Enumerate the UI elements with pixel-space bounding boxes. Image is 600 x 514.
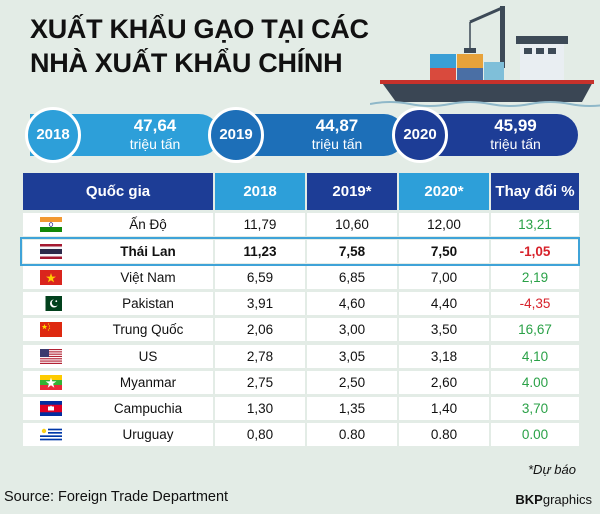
country-name: Ấn Độ bbox=[129, 217, 167, 232]
change-cell: 13,21 bbox=[491, 213, 579, 236]
table-row: Campuchia 1,30 1,35 1,40 3,70 bbox=[23, 397, 579, 421]
value-2018-cell: 2,78 bbox=[215, 344, 305, 368]
country-cell: Pakistan bbox=[23, 291, 213, 315]
country-name: Uruguay bbox=[122, 427, 174, 443]
us-flag bbox=[40, 348, 62, 364]
country-cell: Uruguay bbox=[23, 423, 213, 447]
value-2018-cell: 11,23 bbox=[215, 240, 305, 264]
country-cell: Myanmar bbox=[23, 370, 213, 394]
banner-value-2020: 45,99 bbox=[494, 116, 537, 135]
banner-value-2019: 44,87 bbox=[315, 116, 359, 135]
country-cell: Việt Nam bbox=[23, 265, 213, 289]
banner-year-2019: 2019 bbox=[208, 107, 264, 163]
change-cell: 4,10 bbox=[491, 344, 579, 368]
change-cell: -4,35 bbox=[491, 291, 579, 315]
value-2020-cell: 3,18 bbox=[399, 344, 489, 368]
table-row: Uruguay 0,80 0.80 0.80 0.00 bbox=[23, 423, 579, 447]
table-row: Pakistan 3,91 4,60 4,40 -4,35 bbox=[23, 291, 579, 315]
header-change: Thay đổi % bbox=[491, 173, 579, 210]
year-banner: 47,64 triệu tấn 2018 44,87 triệu tấn 201… bbox=[0, 107, 600, 163]
myanmar-flag bbox=[40, 374, 62, 390]
india-flag bbox=[40, 217, 62, 232]
country-name: Việt Nam bbox=[120, 269, 176, 285]
table-row: Myanmar 2,75 2,50 2,60 4.00 bbox=[23, 370, 579, 394]
table-row: Ấn Độ 11,79 10,60 12,00 13,21 bbox=[23, 213, 579, 236]
banner-unit-2019: triệu tấn bbox=[311, 136, 363, 152]
value-2018-cell: 1,30 bbox=[215, 397, 305, 421]
value-2019-cell: 1,35 bbox=[307, 397, 397, 421]
country-cell: US bbox=[23, 344, 213, 368]
country-cell: Trung Quốc bbox=[23, 318, 213, 342]
brand-bold: BKP bbox=[515, 492, 543, 507]
value-2019-cell: 0.80 bbox=[307, 423, 397, 447]
change-cell: -1,05 bbox=[491, 240, 579, 264]
country-name: Pakistan bbox=[122, 295, 174, 311]
china-flag bbox=[40, 322, 62, 338]
value-2020-cell: 7,00 bbox=[399, 265, 489, 289]
value-2018-cell: 3,91 bbox=[215, 291, 305, 315]
page-title: XUẤT KHẨU GẠO TẠI CÁC NHÀ XUẤT KHẨU CHÍN… bbox=[30, 12, 369, 80]
country-cell: Campuchia bbox=[23, 397, 213, 421]
banner-unit-2020: triệu tấn bbox=[490, 136, 541, 152]
brand-rest: graphics bbox=[542, 492, 592, 507]
value-2018-cell: 0,80 bbox=[215, 423, 305, 447]
brand-logo: BKPgraphics bbox=[515, 492, 592, 507]
value-2019-cell: 10,60 bbox=[307, 213, 397, 236]
title-line-1: XUẤT KHẨU GẠO TẠI CÁC bbox=[30, 14, 369, 44]
header-2020: 2020* bbox=[399, 173, 489, 210]
header-country: Quốc gia bbox=[23, 173, 213, 210]
table-row: Trung Quốc 2,06 3,00 3,50 16,67 bbox=[23, 318, 579, 342]
value-2018-cell: 11,79 bbox=[215, 213, 305, 236]
thailand-highlight-border bbox=[20, 237, 580, 267]
banner-year-2018: 2018 bbox=[25, 107, 81, 163]
table-row: US 2,78 3,05 3,18 4,10 bbox=[23, 344, 579, 368]
value-2019-cell: 7,58 bbox=[307, 240, 397, 264]
value-2019-cell: 6,85 bbox=[307, 265, 397, 289]
source-text: Source: Foreign Trade Department bbox=[4, 489, 229, 505]
change-cell: 16,67 bbox=[491, 318, 579, 342]
title-line-2: NHÀ XUẤT KHẨU CHÍNH bbox=[30, 48, 343, 78]
value-2019-cell: 3,00 bbox=[307, 318, 397, 342]
value-2019-cell: 3,05 bbox=[307, 344, 397, 368]
value-2019-cell: 2,50 bbox=[307, 370, 397, 394]
value-2019-cell: 4,60 bbox=[307, 291, 397, 315]
country-name: Trung Quốc bbox=[112, 322, 184, 338]
change-cell: 3,70 bbox=[491, 397, 579, 421]
value-2018-cell: 6,59 bbox=[215, 265, 305, 289]
value-2020-cell: 2,60 bbox=[399, 370, 489, 394]
country-name: Campuchia bbox=[113, 401, 183, 417]
value-2018-cell: 2,75 bbox=[215, 370, 305, 394]
country-name: US bbox=[138, 348, 158, 364]
cargo-ship-illustration bbox=[370, 0, 600, 112]
value-2020-cell: 7,50 bbox=[399, 240, 489, 264]
pakistan-flag bbox=[40, 295, 62, 311]
table-row: Thái Lan 11,23 7,58 7,50 -1,05 bbox=[23, 240, 579, 264]
value-2020-cell: 12,00 bbox=[399, 213, 489, 236]
cambodia-flag bbox=[40, 401, 62, 417]
country-cell: Ấn Độ bbox=[23, 213, 213, 236]
vietnam-flag bbox=[40, 269, 62, 285]
export-table: Quốc gia 2018 2019* 2020* Thay đổi % Ấn … bbox=[20, 173, 580, 458]
value-2020-cell: 4,40 bbox=[399, 291, 489, 315]
banner-year-2020: 2020 bbox=[392, 107, 448, 163]
header-2019: 2019* bbox=[307, 173, 397, 210]
country-name: Myanmar bbox=[119, 374, 177, 390]
uruguay-flag bbox=[40, 427, 62, 443]
header-2018: 2018 bbox=[215, 173, 305, 210]
value-2020-cell: 0.80 bbox=[399, 423, 489, 447]
banner-value-2018: 47,64 bbox=[133, 116, 177, 135]
forecast-note: *Dự báo bbox=[528, 462, 576, 477]
change-cell: 0.00 bbox=[491, 423, 579, 447]
value-2020-cell: 1,40 bbox=[399, 397, 489, 421]
country-cell: Thái Lan bbox=[23, 240, 213, 264]
thailand-flag bbox=[40, 244, 62, 260]
value-2020-cell: 3,50 bbox=[399, 318, 489, 342]
change-cell: 2,19 bbox=[491, 265, 579, 289]
value-2018-cell: 2,06 bbox=[215, 318, 305, 342]
change-cell: 4.00 bbox=[491, 370, 579, 394]
country-name: Thái Lan bbox=[120, 244, 176, 260]
banner-unit-2018: triệu tấn bbox=[129, 136, 181, 152]
table-row: Việt Nam 6,59 6,85 7,00 2,19 bbox=[23, 265, 579, 289]
